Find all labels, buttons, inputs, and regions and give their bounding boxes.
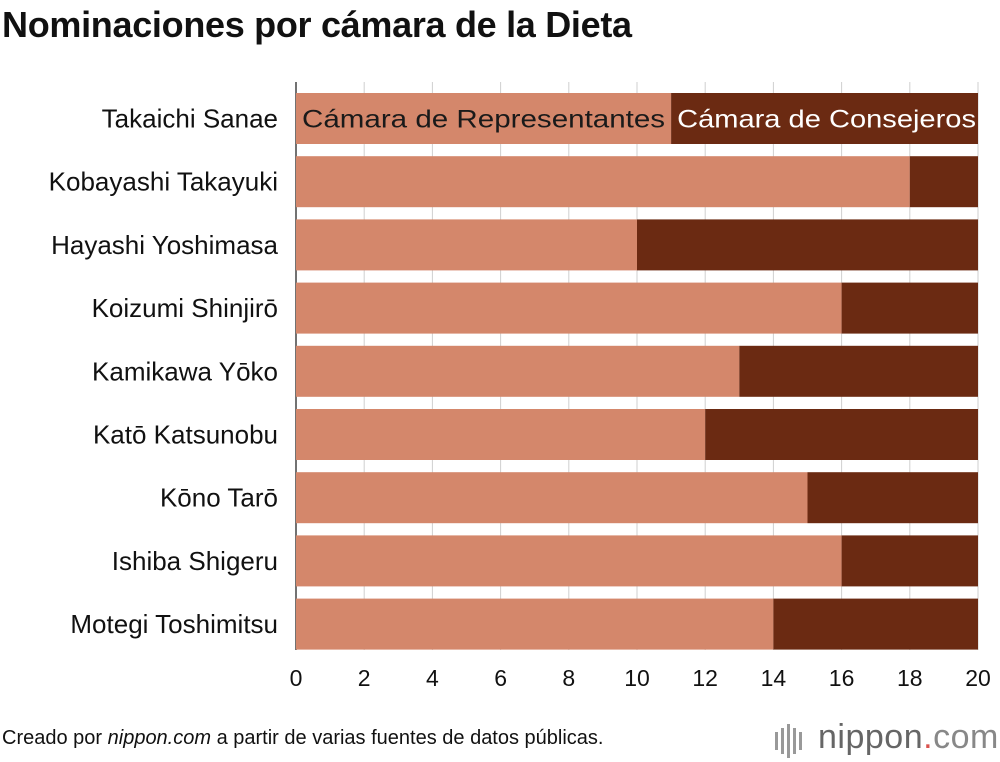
category-label: Kōno Tarō [160, 483, 278, 513]
category-labels: Takaichi Sanae Kobayashi Takayuki Hayashi … [49, 104, 279, 640]
x-tick-label: 14 [761, 665, 787, 691]
x-tick-label: 18 [897, 665, 923, 691]
bar-representantes [296, 598, 774, 650]
bar-consejeros [739, 345, 978, 397]
chart-title: Nominaciones por cámara de la Dieta [2, 4, 632, 45]
source-site: nippon.com [107, 727, 212, 749]
nippon-logo-text: nippon.com [818, 718, 999, 757]
x-tick-label: 4 [426, 665, 439, 691]
series-label-representantes: Cámara de Representantes [302, 106, 665, 134]
bar-consejeros [705, 409, 978, 460]
source-note: Creado por nippon.com a partir de varias… [2, 727, 603, 750]
nippon-logo-icon [775, 724, 802, 758]
bars [296, 93, 978, 650]
bar-representantes [296, 472, 808, 524]
bar-chart: Takaichi Sanae Kobayashi Takayuki Hayashi … [49, 82, 991, 691]
source-suffix: a partir de varias fuentes de datos públ… [211, 727, 604, 749]
bar-consejeros [773, 598, 978, 650]
x-tick-label: 0 [290, 665, 303, 691]
bar-consejeros [671, 93, 978, 144]
nippon-logo: nippon.com [772, 718, 998, 758]
x-tick-label: 8 [562, 665, 575, 691]
bar-consejeros [807, 472, 978, 524]
bar-representantes [296, 535, 842, 587]
x-tick-label: 16 [829, 665, 855, 691]
bar-representantes [296, 282, 842, 334]
bar-representantes [296, 409, 706, 460]
x-tick-label: 20 [965, 665, 991, 691]
bar-consejeros [909, 156, 978, 208]
bar-representantes [296, 93, 672, 144]
logo-main: nippon [818, 718, 924, 756]
bar-representantes [296, 219, 637, 271]
category-label: Motegi Toshimitsu [70, 609, 278, 639]
series-label-consejeros: Cámara de Consejeros [677, 106, 976, 134]
x-tick-label: 10 [624, 665, 650, 691]
category-label: Ishiba Shigeru [112, 546, 278, 576]
bar-representantes [296, 156, 910, 208]
bar-consejeros [841, 282, 978, 334]
bar-consejeros [841, 535, 978, 587]
bar-representantes [296, 345, 740, 397]
category-label: Takaichi Sanae [102, 104, 278, 134]
category-label: Kobayashi Takayuki [49, 167, 278, 197]
category-label: Kamikawa Yōko [92, 356, 278, 386]
category-label: Hayashi Yoshimasa [51, 230, 278, 260]
x-tick-label: 6 [494, 665, 507, 691]
x-tick-label: 12 [692, 665, 718, 691]
x-tick-label: 2 [358, 665, 371, 691]
logo-dot: . [923, 718, 934, 756]
category-label: Katō Katsunobu [93, 420, 278, 450]
bar-consejeros [637, 219, 978, 271]
source-prefix: Creado por [2, 727, 108, 749]
logo-com: com [933, 718, 999, 756]
x-tick-labels: 0 2 4 6 8 10 12 14 16 18 20 [290, 665, 991, 691]
series-labels: Cámara de Representantes Cámara de Consej… [302, 106, 976, 134]
category-label: Koizumi Shinjirō [92, 293, 278, 323]
